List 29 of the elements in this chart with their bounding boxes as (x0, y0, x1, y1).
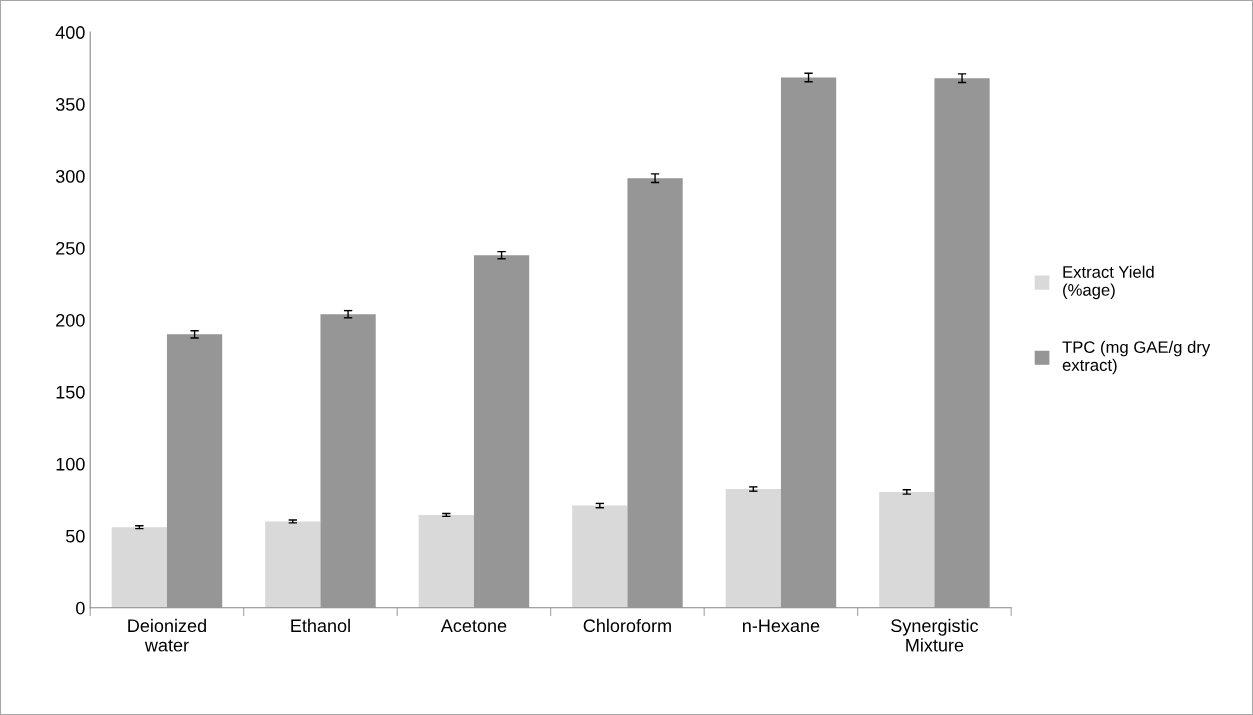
bar (111, 527, 167, 608)
legend-label: TPC (mg GAE/g dry extract) (1062, 340, 1211, 375)
y-tick-label: 0 (76, 601, 85, 615)
x-tick-label: Acetone (440, 619, 507, 633)
bar (473, 255, 530, 608)
bar (265, 521, 321, 608)
x-tick-label: Chloroform (583, 618, 671, 633)
x-tick-label: Ethanol (291, 618, 350, 633)
bar (572, 505, 628, 608)
bar (879, 491, 935, 608)
y-tick-label: 250 (56, 241, 85, 255)
y-tick-label: 350 (55, 98, 85, 111)
x-tick-label: Synergistic Mixture (891, 618, 979, 652)
y-tick-label: 150 (56, 385, 85, 399)
y-tick-label: 200 (56, 313, 85, 327)
bar (166, 334, 223, 608)
bar (418, 514, 474, 608)
bar (320, 314, 376, 608)
bar (725, 489, 781, 608)
bar (627, 178, 683, 608)
y-tick-label: 50 (66, 529, 85, 543)
y-tick-label: 100 (56, 457, 85, 471)
bar (780, 77, 837, 608)
legend-label: Extract Yield (%age) (1063, 265, 1154, 300)
bar (934, 78, 990, 608)
x-tick-label: n-Hexane (742, 619, 820, 633)
y-tick-label: 400 (55, 26, 85, 39)
x-tick-label: Deionized water (128, 618, 206, 652)
y-tick-label: 300 (55, 170, 85, 183)
